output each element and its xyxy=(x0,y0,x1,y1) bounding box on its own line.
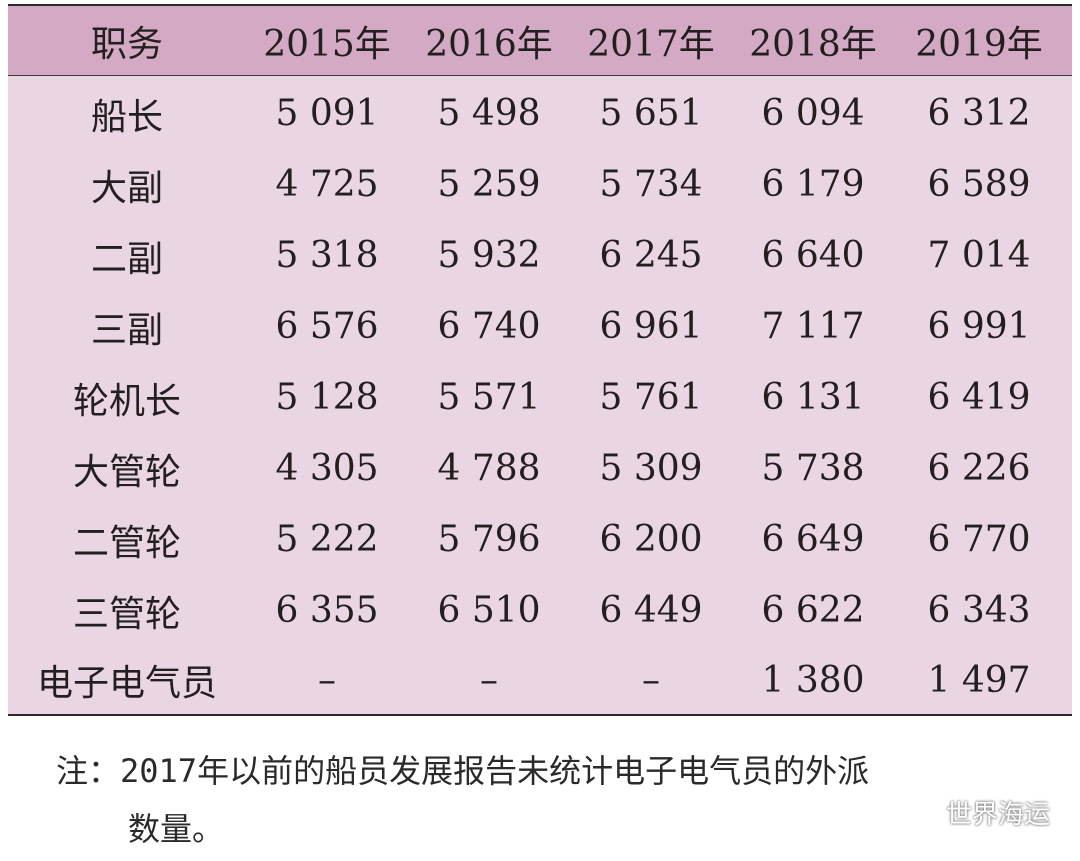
table-cell: 6 640 xyxy=(761,235,865,276)
header-cell-2017: 2017年 xyxy=(587,23,715,65)
row-label: 三管轮 xyxy=(72,593,181,635)
table-cell: 6 770 xyxy=(927,519,1031,560)
table-cell: 6 355 xyxy=(275,590,379,631)
table-cell: 5 222 xyxy=(275,519,379,560)
table-cell: 7 014 xyxy=(927,235,1031,276)
header-cell-2018: 2018年 xyxy=(749,23,877,65)
table-cell: – xyxy=(642,659,660,701)
header-cell-2019: 2019年 xyxy=(915,23,1043,65)
row-label: 二管轮 xyxy=(72,522,181,564)
table-cell: 4 788 xyxy=(437,448,541,489)
table-cell: 7 117 xyxy=(761,306,865,347)
data-table: 职务 2015年 2016年 2017年 2018年 2019年 船长 5 09… xyxy=(8,4,1072,716)
table-cell: 6 226 xyxy=(927,448,1031,489)
table-cell: 6 510 xyxy=(437,590,541,631)
row-label: 大副 xyxy=(90,167,163,209)
table-cell: 6 449 xyxy=(599,590,703,631)
table-cell: 5 091 xyxy=(275,93,379,134)
table-cell: 6 312 xyxy=(927,93,1031,134)
table-cell: 6 622 xyxy=(761,590,865,631)
table-cell: 6 094 xyxy=(761,93,865,134)
footnote-line-1: 注：2017年以前的船员发展报告未统计电子电气员的外派 xyxy=(56,752,870,790)
table-cell: 6 991 xyxy=(927,306,1031,347)
table-cell: 6 576 xyxy=(275,306,379,347)
table-row: 船长 5 091 5 498 5 651 6 094 6 312 xyxy=(8,78,1072,149)
table-row: 轮机长 5 128 5 571 5 761 6 131 6 419 xyxy=(8,362,1072,433)
table-cell: 6 649 xyxy=(761,519,865,560)
table-row: 大管轮 4 305 4 788 5 309 5 738 6 226 xyxy=(8,433,1072,504)
row-label: 三副 xyxy=(90,309,163,351)
table-cell: 6 179 xyxy=(761,164,865,205)
table-cell: 6 419 xyxy=(927,377,1031,418)
table-cell: 5 734 xyxy=(599,164,703,205)
table-cell: 5 738 xyxy=(761,448,865,489)
table-cell: 6 131 xyxy=(761,377,865,418)
table-header-row: 职务 2015年 2016年 2017年 2018年 2019年 xyxy=(8,6,1072,76)
table-row: 二副 5 318 5 932 6 245 6 640 7 014 xyxy=(8,220,1072,291)
table-cell: 5 309 xyxy=(599,448,703,489)
wechat-icon xyxy=(904,798,938,828)
table-cell: 1 497 xyxy=(927,659,1031,701)
header-cell-2015: 2015年 xyxy=(263,23,391,65)
row-label: 大管轮 xyxy=(72,451,181,493)
row-label: 电子电气员 xyxy=(36,663,217,704)
row-label: 船长 xyxy=(90,96,163,138)
footnote-line-2: 数量。 xyxy=(128,810,225,848)
table-row: 三副 6 576 6 740 6 961 7 117 6 991 xyxy=(8,291,1072,362)
table-cell: – xyxy=(480,659,498,701)
row-label: 轮机长 xyxy=(72,380,181,422)
table-row: 电子电气员 – – – 1 380 1 497 xyxy=(8,646,1072,714)
table-row: 二管轮 5 222 5 796 6 200 6 649 6 770 xyxy=(8,504,1072,575)
table-cell: 6 740 xyxy=(437,306,541,347)
table-cell: 6 589 xyxy=(927,164,1031,205)
table-cell: 5 651 xyxy=(599,93,703,134)
table-cell: 6 343 xyxy=(927,590,1031,631)
table-cell: 6 200 xyxy=(599,519,703,560)
table-footnote: 注：2017年以前的船员发展报告未统计电子电气员的外派 数量。 xyxy=(56,742,1016,858)
table-cell: 4 725 xyxy=(275,164,379,205)
table-cell: 5 498 xyxy=(437,93,541,134)
header-cell-2016: 2016年 xyxy=(425,23,553,65)
watermark: 世界海运 xyxy=(904,794,1050,831)
table-cell: 5 571 xyxy=(437,377,541,418)
table-cell: 5 318 xyxy=(275,235,379,276)
row-label: 二副 xyxy=(90,238,163,280)
table-cell: 5 796 xyxy=(437,519,541,560)
watermark-text: 世界海运 xyxy=(945,800,1050,830)
table-cell: 5 128 xyxy=(275,377,379,418)
table-cell: – xyxy=(318,659,336,701)
table-row: 大副 4 725 5 259 5 734 6 179 6 589 xyxy=(8,149,1072,220)
table-row: 三管轮 6 355 6 510 6 449 6 622 6 343 xyxy=(8,575,1072,646)
table-cell: 5 259 xyxy=(437,164,541,205)
table-cell: 6 961 xyxy=(599,306,703,347)
table-cell: 5 761 xyxy=(599,377,703,418)
header-cell-position: 职务 xyxy=(90,23,163,65)
table-cell: 5 932 xyxy=(437,235,541,276)
table-cell: 1 380 xyxy=(761,659,865,701)
table-cell: 4 305 xyxy=(275,448,379,489)
table-cell: 6 245 xyxy=(599,235,703,276)
